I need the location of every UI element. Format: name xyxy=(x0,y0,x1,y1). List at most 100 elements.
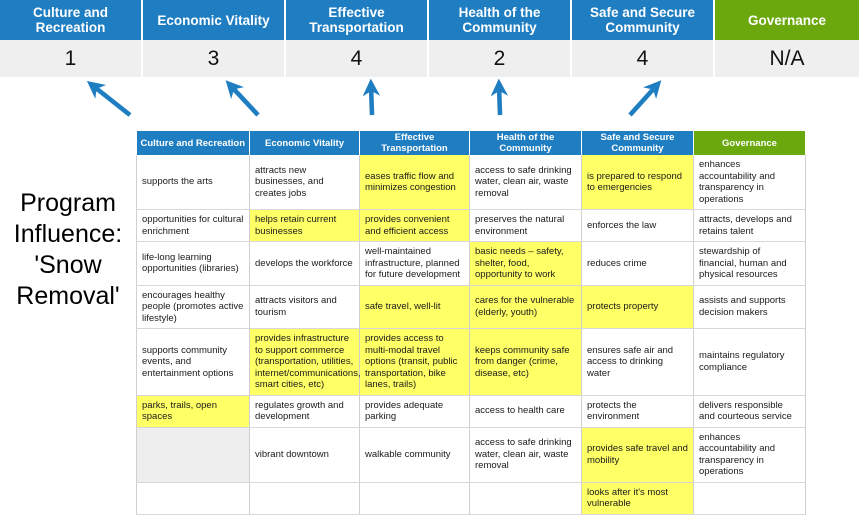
matrix-cell: maintains regulatory compliance xyxy=(693,328,806,396)
matrix-cell: assists and supports decision makers xyxy=(693,285,806,329)
matrix-cell: safe travel, well-lit xyxy=(359,285,470,329)
matrix-cell: develops the workforce xyxy=(249,241,360,286)
matrix-cell: delivers responsible and courteous servi… xyxy=(693,395,806,428)
banner-header-label: Health of the Community xyxy=(458,5,541,35)
caption-line-4: Removal' xyxy=(16,282,120,310)
banner-value-row: 1 3 4 2 4 N/A xyxy=(0,40,859,77)
caption-line-1: Program xyxy=(20,189,116,217)
table-row: parks, trails, open spaces regulates gro… xyxy=(136,395,806,428)
arrow-group xyxy=(86,78,662,117)
matrix-cell xyxy=(693,482,806,515)
table-row: life-long learning opportunities (librar… xyxy=(136,241,806,286)
banner-value: 3 xyxy=(207,46,220,70)
outcomes-table: Culture and Recreation Economic Vitality… xyxy=(136,131,806,515)
matrix-cell: attracts, develops and retains talent xyxy=(693,209,806,242)
banner-value: N/A xyxy=(769,46,805,70)
matrix-cell: protects property xyxy=(581,285,694,329)
matrix-cell: attracts visitors and tourism xyxy=(249,285,360,329)
outcomes-matrix: Culture and Recreation Economic Vitality… xyxy=(136,131,806,515)
matrix-header-health-of-the-community[interactable]: Health of the Community xyxy=(469,131,582,155)
banner-value-economic-vitality: 3 xyxy=(143,40,286,77)
matrix-cell xyxy=(136,482,250,515)
banner-value: 4 xyxy=(350,46,363,70)
banner-value: 2 xyxy=(493,46,506,70)
table-row: looks after it's most vulnerable xyxy=(136,482,806,515)
matrix-cell: provides safe travel and mobility xyxy=(581,427,694,483)
matrix-cell: access to safe drinking water, clean air… xyxy=(469,155,582,210)
matrix-cell: encourages healthy people (promotes acti… xyxy=(136,285,250,329)
matrix-cell: cares for the vulnerable (elderly, youth… xyxy=(469,285,582,329)
matrix-header-governance[interactable]: Governance xyxy=(693,131,806,155)
matrix-cell: provides convenient and efficient access xyxy=(359,209,470,242)
banner-value-governance: N/A xyxy=(715,40,859,77)
table-row: supports community events, and entertain… xyxy=(136,328,806,396)
matrix-cell: regulates growth and development xyxy=(249,395,360,428)
table-row: vibrant downtown walkable community acce… xyxy=(136,427,806,483)
banner-header-row: Culture and Recreation Economic Vitality… xyxy=(0,0,859,40)
matrix-cell: ensures safe air and access to drinking … xyxy=(581,328,694,396)
matrix-cell: keeps community safe from danger (crime,… xyxy=(469,328,582,396)
matrix-cell xyxy=(359,482,470,515)
matrix-cell: basic needs – safety, shelter, food, opp… xyxy=(469,241,582,286)
matrix-cell: access to health care xyxy=(469,395,582,428)
matrix-cell: enforces the law xyxy=(581,209,694,242)
banner-value-effective-transportation: 4 xyxy=(286,40,429,77)
banner-header-economic-vitality[interactable]: Economic Vitality xyxy=(143,0,286,40)
priority-banner: Culture and Recreation Economic Vitality… xyxy=(0,0,859,77)
table-row: supports the arts attracts new businesse… xyxy=(136,155,806,210)
matrix-header-effective-transportation[interactable]: Effective Transportation xyxy=(359,131,470,155)
arrow-culture-and-recreation xyxy=(86,81,132,117)
matrix-cell: access to safe drinking water, clean air… xyxy=(469,427,582,483)
banner-header-label: Economic Vitality xyxy=(157,12,270,28)
matrix-cell: eases traffic flow and minimizes congest… xyxy=(359,155,470,210)
matrix-cell: reduces crime xyxy=(581,241,694,286)
matrix-cell: protects the environment xyxy=(581,395,694,428)
arrow-safe-and-secure-community xyxy=(628,80,662,117)
banner-header-effective-transportation[interactable]: Effective Transportation xyxy=(286,0,429,40)
matrix-cell: enhances accountability and transparency… xyxy=(693,427,806,483)
matrix-cell: attracts new businesses, and creates job… xyxy=(249,155,360,210)
matrix-cell xyxy=(469,482,582,515)
matrix-cell: supports the arts xyxy=(136,155,250,210)
banner-value-health-of-the-community: 2 xyxy=(429,40,572,77)
matrix-cell: stewardship of financial, human and phys… xyxy=(693,241,806,286)
matrix-cell: walkable community xyxy=(359,427,470,483)
table-row: opportunities for cultural enrichment he… xyxy=(136,209,806,242)
matrix-cell: opportunities for cultural enrichment xyxy=(136,209,250,242)
matrix-cell xyxy=(136,427,250,483)
matrix-cell xyxy=(249,482,360,515)
table-row: encourages healthy people (promotes acti… xyxy=(136,285,806,329)
banner-header-culture-and-recreation[interactable]: Culture and Recreation xyxy=(0,0,143,40)
matrix-cell: enhances accountability and transparency… xyxy=(693,155,806,210)
matrix-cell: parks, trails, open spaces xyxy=(136,395,250,428)
matrix-header-row: Culture and Recreation Economic Vitality… xyxy=(136,131,806,155)
arrow-effective-transportation xyxy=(362,78,381,116)
banner-header-label: Effective Transportation xyxy=(309,5,404,35)
matrix-header-safe-and-secure-community[interactable]: Safe and Secure Community xyxy=(581,131,694,155)
matrix-cell: preserves the natural environment xyxy=(469,209,582,242)
matrix-header-culture-and-recreation[interactable]: Culture and Recreation xyxy=(136,131,250,155)
caption-line-3: 'Snow xyxy=(34,251,102,279)
arrow-economic-vitality xyxy=(225,80,260,117)
banner-header-label: Safe and Secure Community xyxy=(589,5,696,35)
banner-value-safe-and-secure-community: 4 xyxy=(572,40,715,77)
matrix-cell: well-maintained infrastructure, planned … xyxy=(359,241,470,286)
matrix-cell: vibrant downtown xyxy=(249,427,360,483)
matrix-cell: supports community events, and entertain… xyxy=(136,328,250,396)
banner-header-health-of-the-community[interactable]: Health of the Community xyxy=(429,0,572,40)
matrix-cell: provides access to multi-modal travel op… xyxy=(359,328,470,396)
matrix-cell: helps retain current businesses xyxy=(249,209,360,242)
banner-value-culture-and-recreation: 1 xyxy=(0,40,143,77)
matrix-cell: looks after it's most vulnerable xyxy=(581,482,694,515)
arrow-health-of-the-community xyxy=(490,78,509,116)
banner-header-safe-and-secure-community[interactable]: Safe and Secure Community xyxy=(572,0,715,40)
banner-header-governance[interactable]: Governance xyxy=(715,0,859,40)
matrix-header-economic-vitality[interactable]: Economic Vitality xyxy=(249,131,360,155)
matrix-cell: provides adequate parking xyxy=(359,395,470,428)
banner-value: 4 xyxy=(636,46,649,70)
matrix-cell: is prepared to respond to emergencies xyxy=(581,155,694,210)
program-influence-caption: Program Influence: 'Snow Removal' xyxy=(4,188,132,312)
caption-line-2: Influence: xyxy=(13,220,123,248)
matrix-cell: life-long learning opportunities (librar… xyxy=(136,241,250,286)
banner-header-label: Culture and Recreation xyxy=(32,5,108,35)
